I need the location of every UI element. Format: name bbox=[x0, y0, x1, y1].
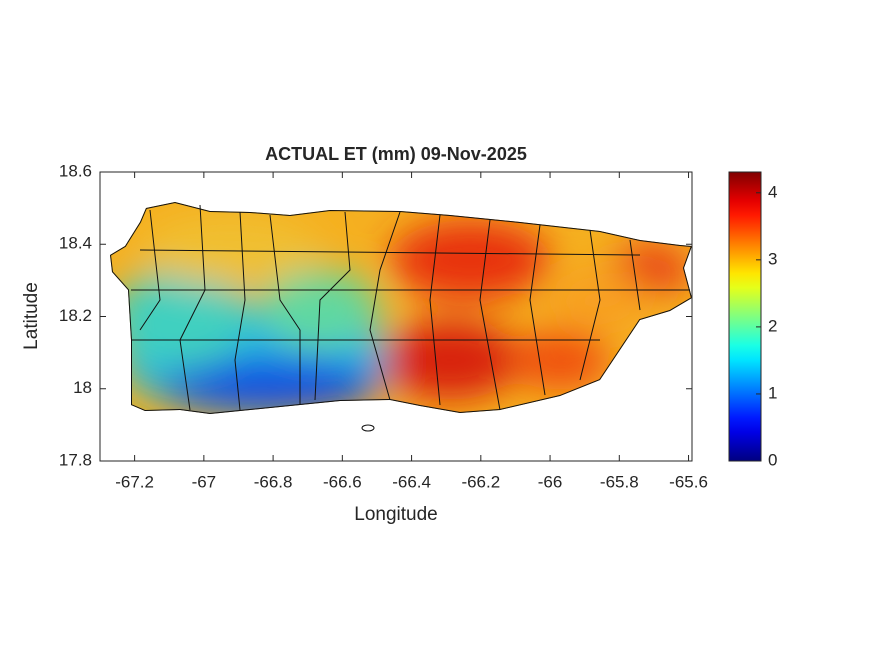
x-tick-label: -66.4 bbox=[392, 472, 431, 491]
municipal-borders bbox=[131, 204, 690, 411]
x-tick-label: -66.2 bbox=[461, 472, 500, 491]
colorbar-tick-label: 3 bbox=[768, 249, 777, 268]
x-tick-label: -66.6 bbox=[323, 472, 362, 491]
x-tick-label: -67.2 bbox=[115, 472, 154, 491]
x-tick-label: -65.8 bbox=[600, 472, 639, 491]
colorbar-tick-label: 2 bbox=[768, 316, 777, 335]
x-tick-label: -67 bbox=[192, 472, 217, 491]
y-tick-label: 18.6 bbox=[59, 161, 92, 180]
coastline bbox=[110, 202, 692, 414]
y-tick-label: 17.8 bbox=[59, 450, 92, 469]
y-tick-label: 18 bbox=[73, 378, 92, 397]
colorbar-tick-label: 4 bbox=[768, 182, 777, 201]
colorbar-tick-label: 0 bbox=[768, 450, 777, 469]
y-tick-label: 18.2 bbox=[59, 306, 92, 325]
colorbar-tick-label: 1 bbox=[768, 383, 777, 402]
x-tick-label: -66 bbox=[538, 472, 563, 491]
x-axis-label: Longitude bbox=[354, 504, 437, 525]
y-tick-label: 18.4 bbox=[59, 234, 92, 253]
x-tick-label: -65.6 bbox=[669, 472, 708, 491]
x-tick-label: -66.8 bbox=[254, 472, 293, 491]
colorbar bbox=[728, 171, 762, 462]
y-axis-label: Latitude bbox=[21, 282, 42, 350]
islet bbox=[361, 424, 375, 432]
chart-title: ACTUAL ET (mm) 09-Nov-2025 bbox=[265, 144, 527, 164]
